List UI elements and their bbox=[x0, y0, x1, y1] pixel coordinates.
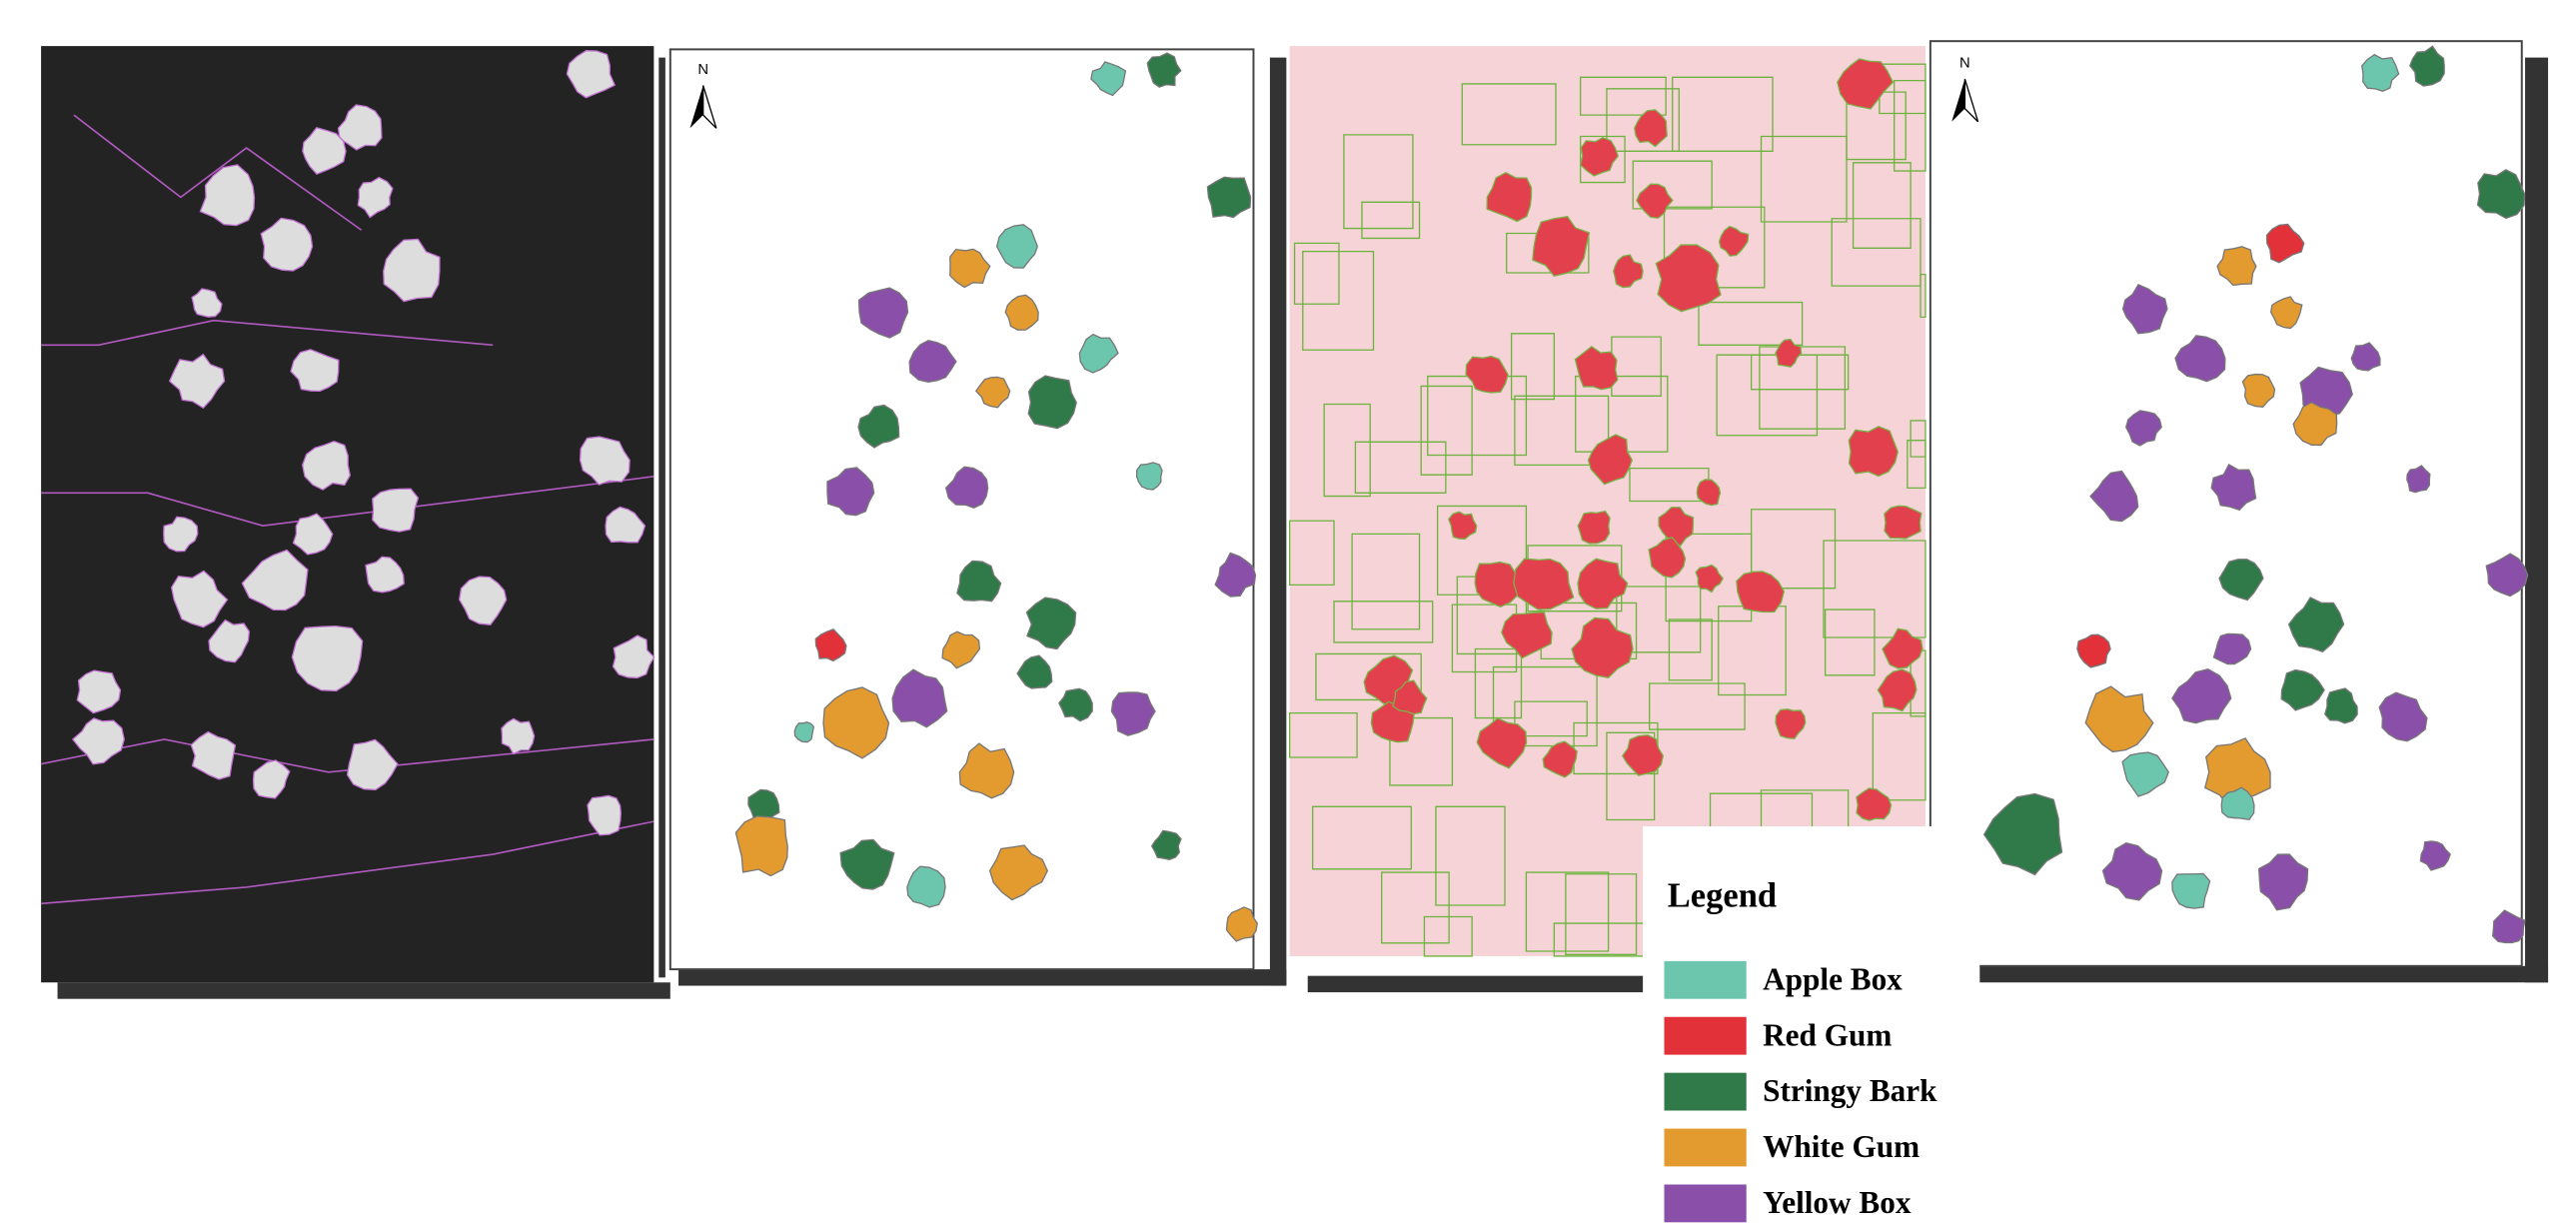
legend-swatch bbox=[1665, 1184, 1747, 1222]
legend-title: Legend bbox=[1668, 876, 1777, 914]
legend-label: White Gum bbox=[1763, 1129, 1920, 1164]
legend-label: Stringy Bark bbox=[1763, 1073, 1937, 1108]
legend-swatch bbox=[1665, 1017, 1747, 1055]
panel-shadow bbox=[1308, 976, 1653, 992]
segmentation-panel bbox=[41, 46, 653, 982]
figure: N N Legend Apple Box Red Gum Stringy Bark W… bbox=[0, 0, 2576, 1224]
legend-swatch bbox=[1665, 961, 1747, 999]
panel-shadow bbox=[1270, 58, 1286, 986]
tree-crown bbox=[794, 722, 813, 742]
panel-shadow bbox=[658, 58, 665, 978]
north-label: N bbox=[1959, 55, 1970, 71]
tree-crown bbox=[735, 816, 787, 876]
legend-label: Yellow Box bbox=[1763, 1185, 1912, 1220]
panel-shadow bbox=[2525, 58, 2548, 983]
tree-crown bbox=[1028, 376, 1076, 429]
legend-label: Red Gum bbox=[1763, 1017, 1892, 1052]
tree-crown bbox=[1885, 506, 1922, 539]
panel-shadow bbox=[678, 969, 1286, 985]
panel-shadow bbox=[58, 982, 670, 998]
tree-crown bbox=[1849, 427, 1898, 477]
panel-shadow bbox=[1979, 966, 2548, 982]
page: {"legend": {"title": "Legend", "items": … bbox=[0, 0, 2576, 1224]
north-label: N bbox=[697, 62, 708, 78]
tree-crown bbox=[373, 489, 419, 532]
tree-crown bbox=[1137, 463, 1162, 490]
legend-swatch bbox=[1665, 1073, 1747, 1111]
tree-crown bbox=[907, 866, 945, 907]
tree-crown bbox=[1578, 512, 1610, 544]
legend-swatch bbox=[1665, 1129, 1747, 1167]
tree-crown bbox=[2478, 170, 2525, 219]
legend-label: Apple Box bbox=[1763, 961, 1903, 996]
